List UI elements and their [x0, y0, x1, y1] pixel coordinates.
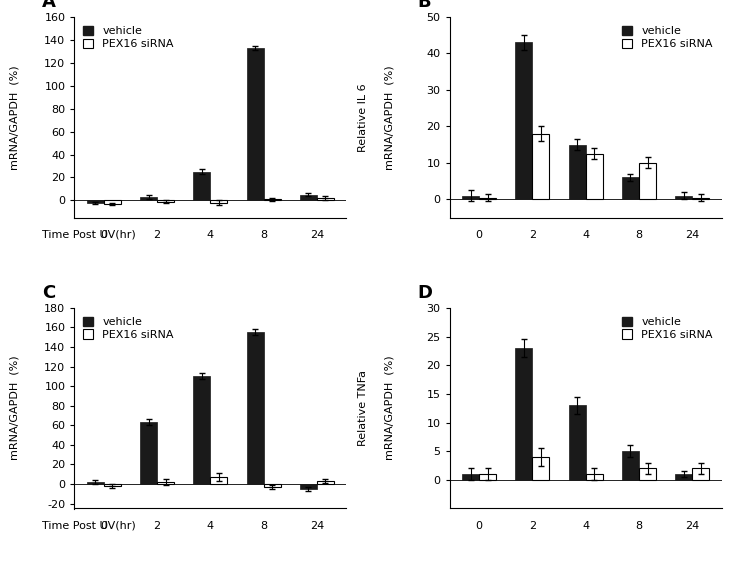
Bar	[300, 484, 317, 489]
Text: Time Post UV(hr): Time Post UV(hr)	[42, 520, 135, 531]
Text: A: A	[42, 0, 56, 11]
Bar	[104, 484, 121, 486]
Bar	[211, 201, 228, 203]
Bar	[533, 134, 550, 199]
Text: 0: 0	[475, 520, 483, 531]
Bar	[462, 195, 479, 199]
Text: Time Post UV(hr): Time Post UV(hr)	[42, 229, 135, 240]
Legend: vehicle, PEX16 siRNA: vehicle, PEX16 siRNA	[80, 314, 177, 343]
Text: mRNA/GAPDH  (%): mRNA/GAPDH (%)	[10, 356, 19, 460]
Text: Relative IL 6: Relative IL 6	[358, 83, 368, 151]
Text: 2: 2	[153, 229, 161, 240]
Text: mRNA/GAPDH  (%): mRNA/GAPDH (%)	[10, 65, 19, 170]
Bar	[87, 482, 104, 484]
Text: 24: 24	[685, 229, 699, 240]
Bar	[317, 481, 334, 484]
Text: 24: 24	[685, 520, 699, 531]
Bar	[639, 468, 656, 480]
Bar	[140, 423, 157, 484]
Bar	[516, 348, 533, 480]
Text: C: C	[42, 284, 55, 302]
Text: 24: 24	[310, 520, 324, 531]
Text: 4: 4	[207, 229, 214, 240]
Text: Relative TNFa: Relative TNFa	[358, 370, 368, 446]
Legend: vehicle, PEX16 siRNA: vehicle, PEX16 siRNA	[80, 23, 177, 53]
Bar	[462, 474, 479, 480]
Legend: vehicle, PEX16 siRNA: vehicle, PEX16 siRNA	[619, 314, 716, 343]
Text: D: D	[417, 284, 432, 302]
Bar	[87, 201, 104, 203]
Legend: vehicle, PEX16 siRNA: vehicle, PEX16 siRNA	[619, 23, 716, 53]
Bar	[586, 474, 603, 480]
Bar	[193, 376, 211, 484]
Text: 8: 8	[260, 229, 267, 240]
Bar	[533, 457, 550, 480]
Text: mRNA/GAPDH  (%): mRNA/GAPDH (%)	[385, 65, 395, 170]
Bar	[676, 195, 692, 199]
Bar	[622, 177, 639, 199]
Bar	[263, 484, 280, 487]
Bar	[692, 468, 709, 480]
Text: 4: 4	[207, 520, 214, 531]
Bar	[300, 195, 317, 201]
Bar	[157, 201, 174, 202]
Text: 2: 2	[529, 229, 536, 240]
Text: mRNA/GAPDH  (%): mRNA/GAPDH (%)	[385, 356, 395, 460]
Text: 24: 24	[310, 229, 324, 240]
Bar	[263, 199, 280, 201]
Bar	[676, 474, 692, 480]
Text: B: B	[417, 0, 431, 11]
Bar	[479, 474, 496, 480]
Bar	[140, 197, 157, 201]
Text: 0: 0	[100, 520, 107, 531]
Bar	[211, 477, 228, 484]
Text: 4: 4	[582, 520, 589, 531]
Bar	[479, 198, 496, 199]
Text: 0: 0	[100, 229, 107, 240]
Bar	[516, 42, 533, 199]
Text: 8: 8	[635, 520, 643, 531]
Bar	[586, 154, 603, 199]
Bar	[246, 332, 263, 484]
Text: 2: 2	[153, 520, 161, 531]
Text: 0: 0	[475, 229, 483, 240]
Text: 4: 4	[582, 229, 589, 240]
Text: 8: 8	[635, 229, 643, 240]
Bar	[193, 172, 211, 201]
Bar	[157, 482, 174, 484]
Bar	[246, 48, 263, 201]
Text: 8: 8	[260, 520, 267, 531]
Bar	[622, 451, 639, 480]
Bar	[568, 405, 586, 480]
Text: 2: 2	[529, 520, 536, 531]
Bar	[104, 201, 121, 204]
Bar	[317, 198, 334, 201]
Bar	[568, 145, 586, 199]
Bar	[692, 198, 709, 199]
Bar	[639, 163, 656, 199]
